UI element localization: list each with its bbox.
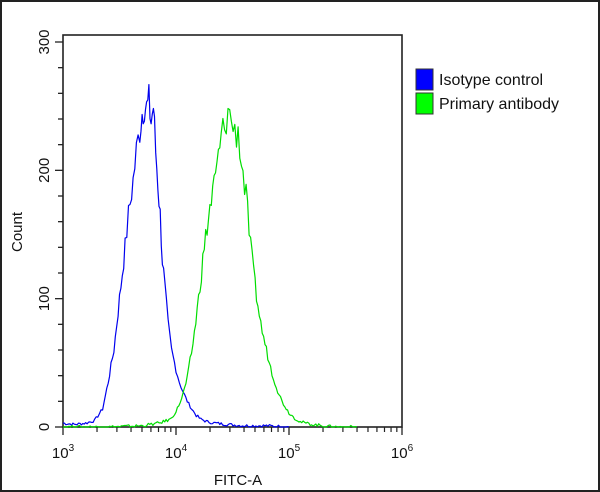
plot-border xyxy=(62,34,403,428)
legend-swatch xyxy=(415,92,434,115)
x-axis-title: FITC-A xyxy=(214,472,262,489)
x-axis: 103 104 105 106 xyxy=(52,427,414,462)
legend-swatch xyxy=(415,68,434,91)
y-axis-title: Count xyxy=(9,211,26,252)
x-tick-label: 105 xyxy=(278,443,301,462)
y-axis: 0 100 200 300 xyxy=(36,29,63,431)
y-tick-label: 0 xyxy=(36,423,53,431)
legend-label: Primary antibody xyxy=(439,96,559,113)
legend: Isotype control Primary antibody xyxy=(415,68,559,115)
x-tick-label: 104 xyxy=(165,443,188,462)
y-tick-label: 200 xyxy=(36,158,53,183)
plot-frame xyxy=(62,34,403,428)
x-tick-label: 106 xyxy=(391,443,414,462)
series-line-primary-antibody xyxy=(63,107,357,428)
legend-label: Isotype control xyxy=(439,72,543,89)
y-tick-label: 300 xyxy=(36,29,53,54)
series-layer xyxy=(62,84,357,428)
x-tick-label: 103 xyxy=(52,443,75,462)
series-line-isotype-control xyxy=(62,84,290,428)
y-tick-label: 100 xyxy=(36,286,53,311)
